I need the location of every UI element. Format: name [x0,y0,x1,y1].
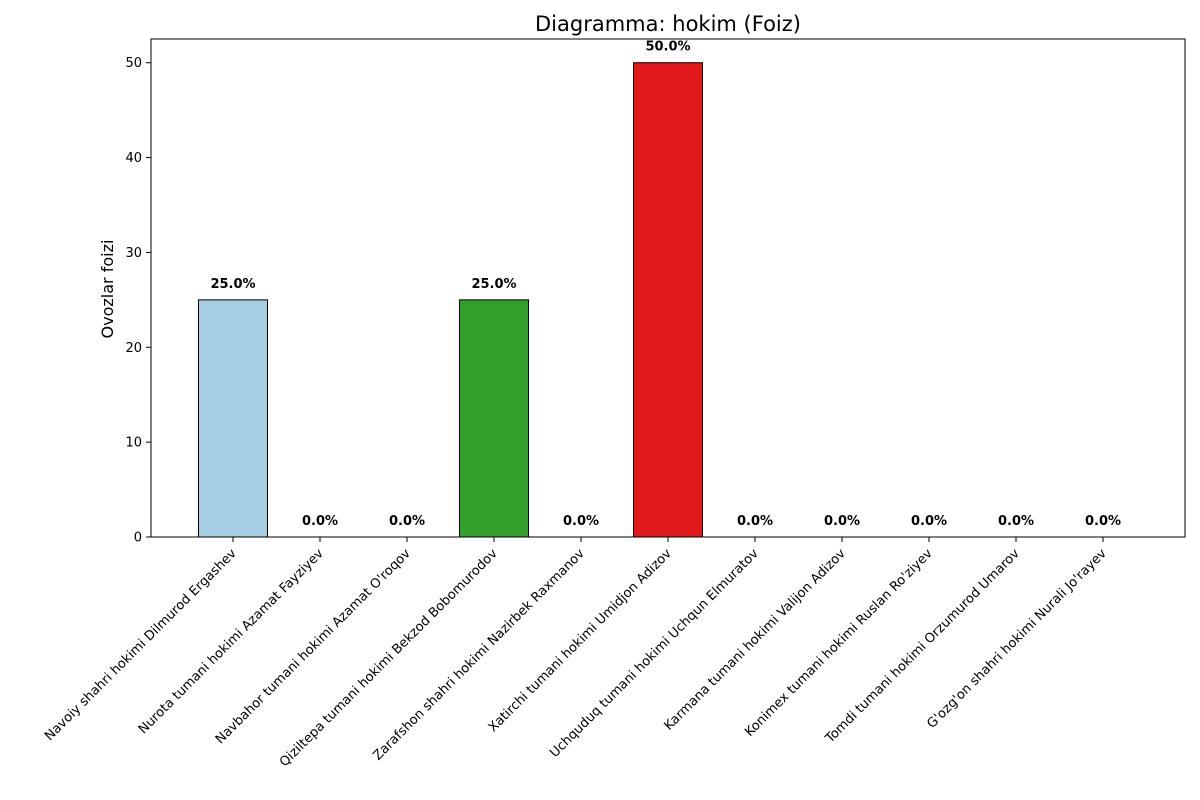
bar-value-label: 0.0% [998,514,1034,529]
y-tick-label: 0 [134,531,142,546]
x-tick-label: Konimex tumani hokimi Ruslan Ro'ziyev [742,546,936,740]
bar [633,62,703,538]
bar-value-label: 0.0% [302,514,338,529]
x-tick-label: Xatirchi tumani hokimi Umidjon Adizov [486,546,675,735]
y-tick-label: 30 [125,246,142,261]
bar-value-label: 0.0% [1085,514,1121,529]
bar-value-label: 0.0% [737,514,773,529]
y-tick-label: 20 [125,341,142,356]
x-tick-label: Karmana tumani hokimi Valijon Adizov [661,546,849,734]
x-tick-label: Nurota tumani hokimi Azamat Fayziyev [136,546,327,737]
bar-value-label: 0.0% [563,514,599,529]
x-tick-label: Navoiy shahri hokimi Dilmurod Ergashev [42,546,240,744]
bar-value-label: 0.0% [824,514,860,529]
bar-value-label: 25.0% [210,277,255,292]
bar-value-label: 25.0% [471,277,516,292]
y-tick-label: 10 [125,436,142,451]
y-tick-label: 40 [125,151,142,166]
bar-value-label: 0.0% [389,514,425,529]
y-tick-label: 50 [125,56,142,71]
plot-area: 0 10 20 30 40 50 25.0% Navoiy shahri hokimi Dil… [42,38,1186,770]
bar [459,299,529,538]
bar-value-label: 0.0% [911,514,947,529]
chart-title: Diagramma: hokim (Foiz) [535,12,801,36]
y-axis-title: Ovozlar foizi [98,240,117,339]
bar-value-label: 50.0% [645,40,690,55]
x-tick-label: Navbahor tumani hokimi Azamat O'roqov [213,546,414,747]
bar [198,299,268,538]
x-tick-label: Tomdi tumani hokimi Orzumurod Umarov [822,546,1023,747]
x-tick-label: G'ozg'on shahri hokimi Nurali Jo'rayev [924,546,1110,732]
